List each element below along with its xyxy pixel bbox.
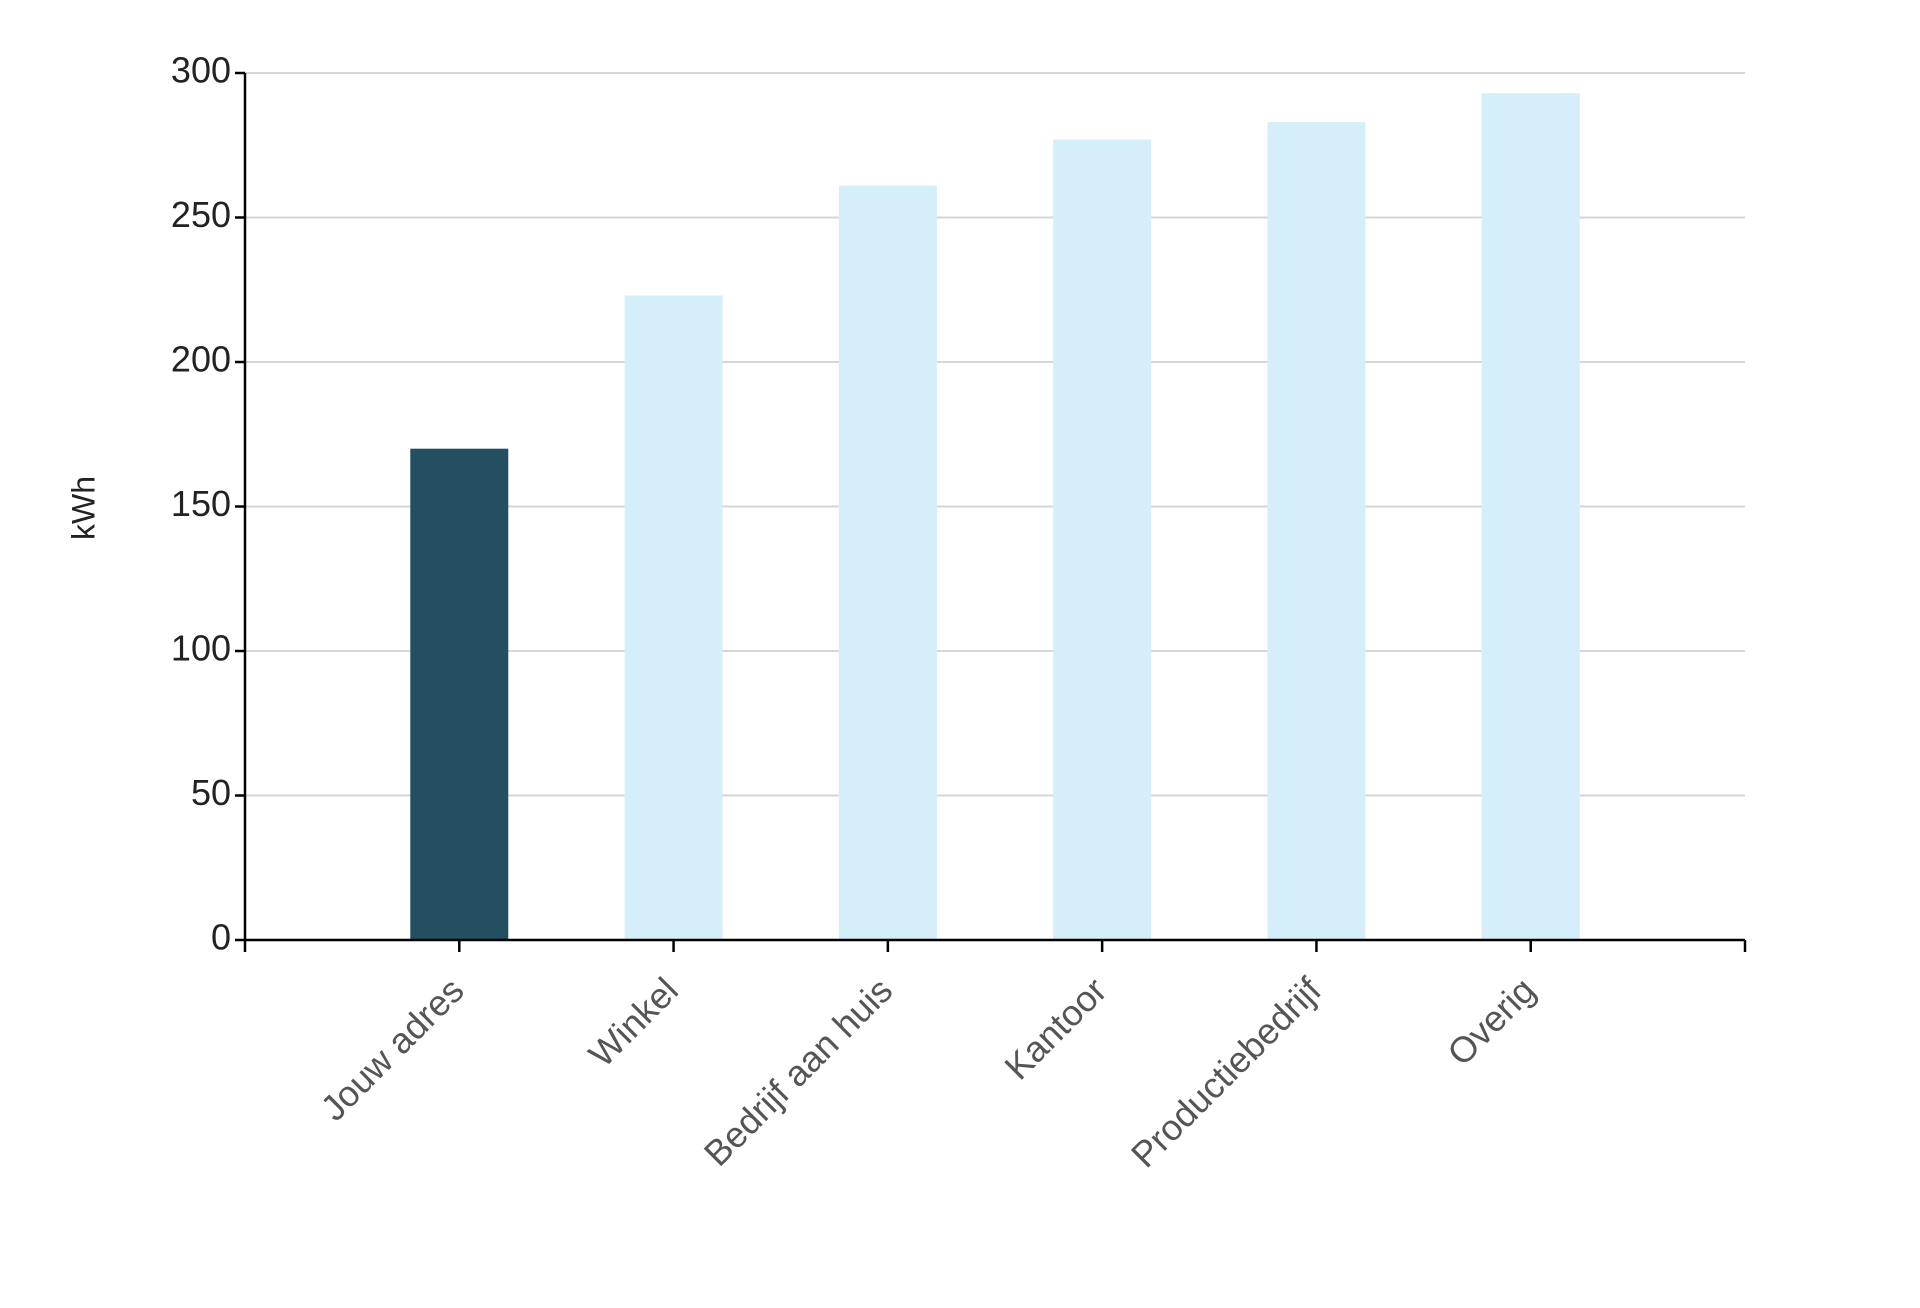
x-tick-label: Jouw adres [312,969,471,1128]
y-tick-label: 150 [171,483,231,524]
y-tick-label: 300 [171,50,231,91]
y-tick-label: 0 [211,917,231,958]
bar [1053,139,1152,941]
y-tick-label: 200 [171,339,231,380]
x-tick-label: Productiebedrijf [1123,969,1330,1176]
bar [1481,93,1580,941]
x-tick-label: Bedrijf aan huis [696,969,900,1173]
bar [838,185,937,940]
bar [410,448,509,940]
x-tick-label: Winkel [581,969,686,1074]
y-axis-label: kWh [65,476,101,540]
bar [1267,122,1366,940]
x-tick-label: Overig [1439,969,1543,1073]
x-tick-label: Kantoor [996,969,1114,1087]
y-tick-label: 100 [171,628,231,669]
y-tick-label: 50 [191,772,231,813]
y-tick-label: 250 [171,194,231,235]
bar [624,295,723,940]
